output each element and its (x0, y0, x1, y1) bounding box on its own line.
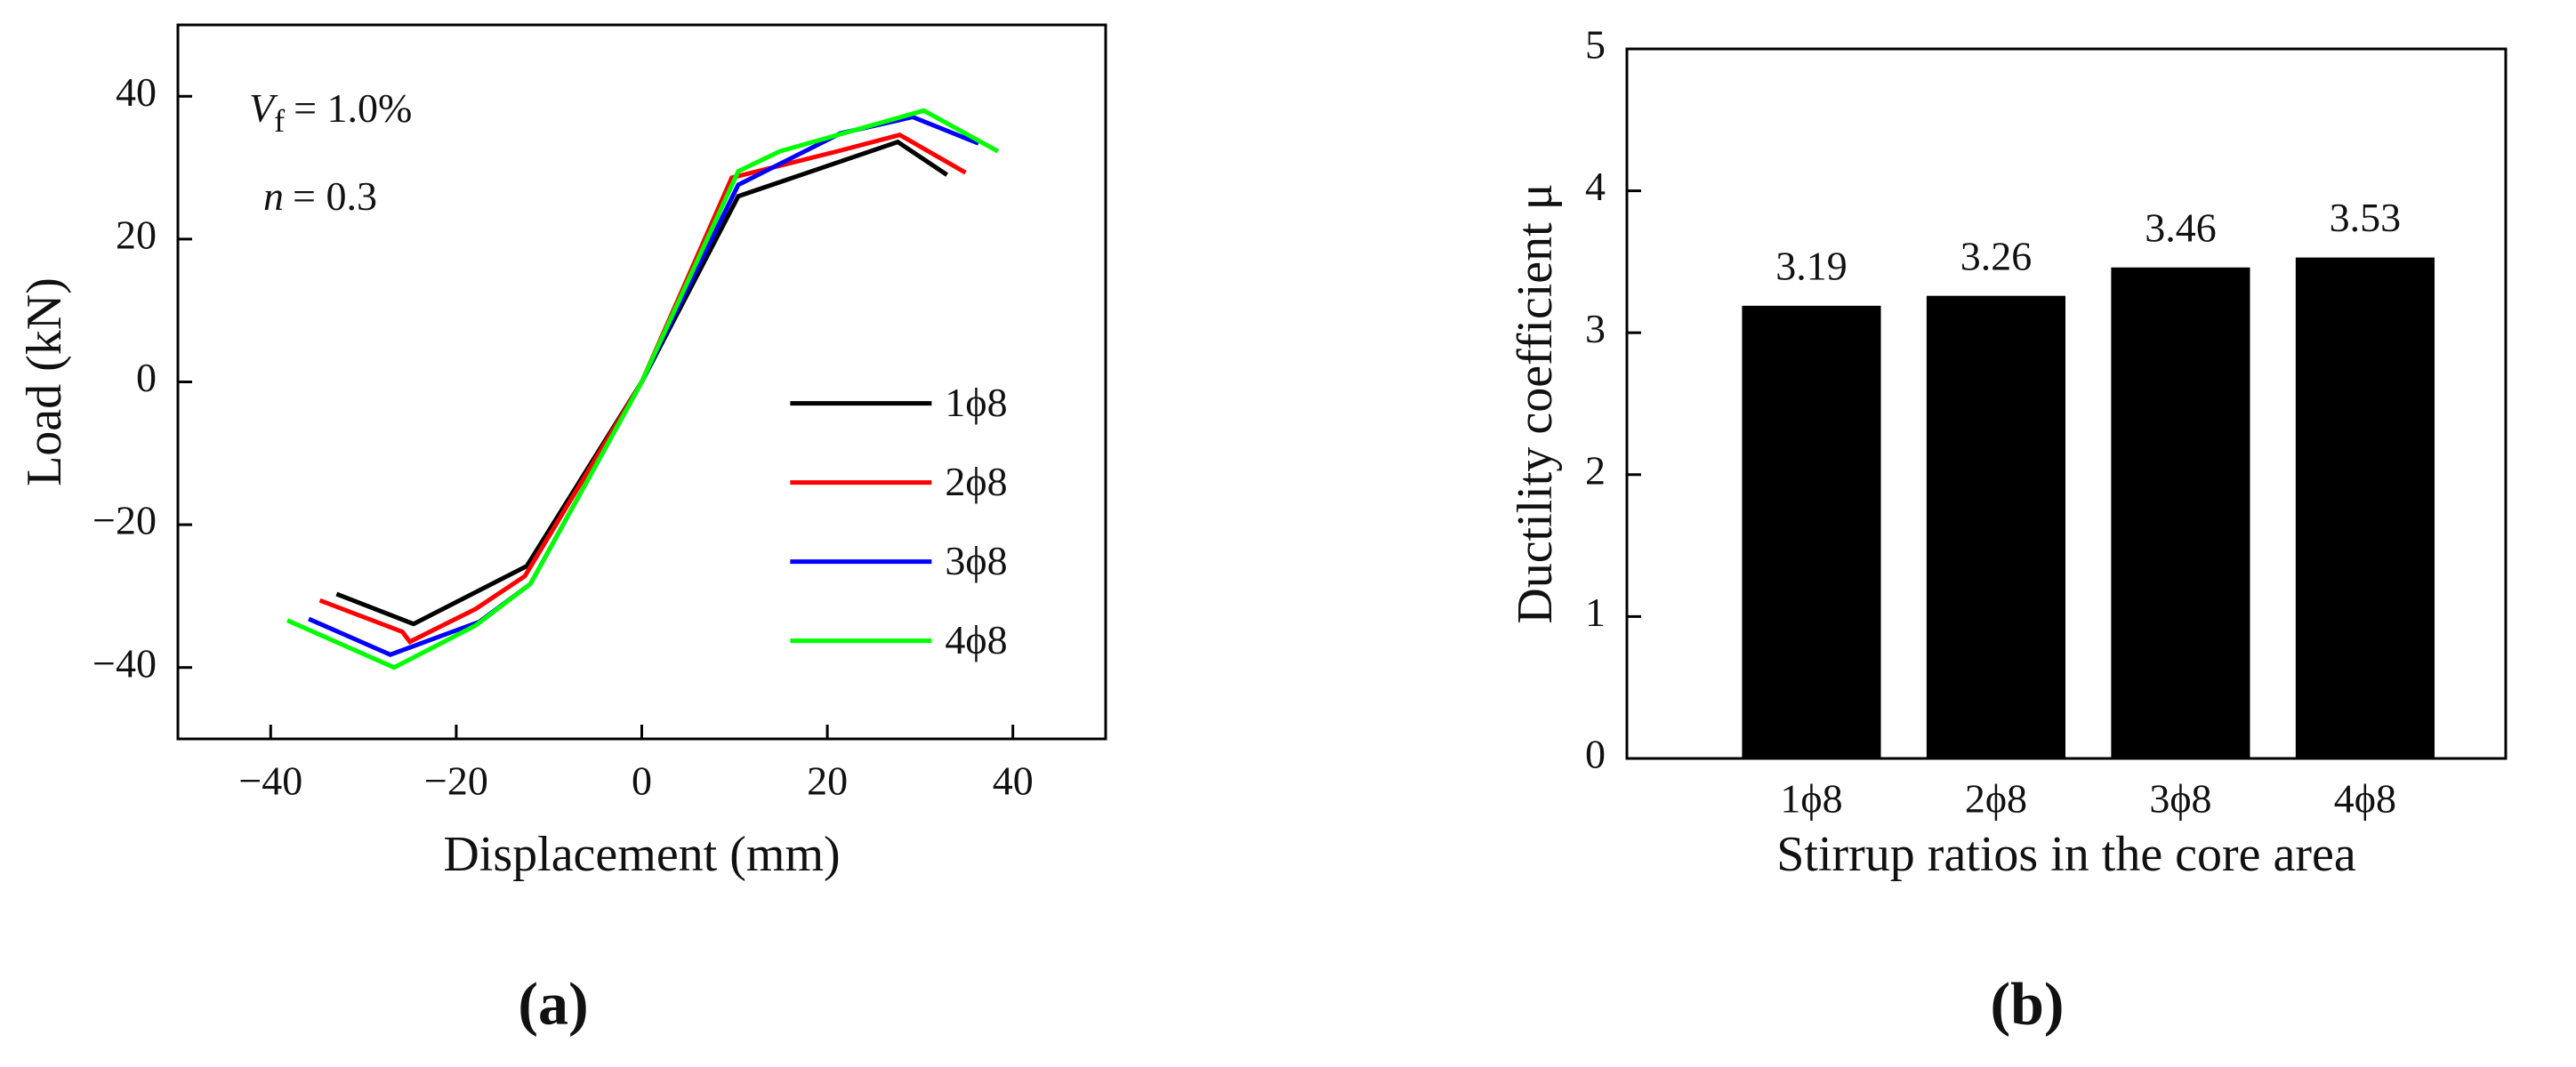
bar-value-label: 3.46 (2145, 205, 2217, 250)
y-axis-title: Load (kN) (17, 277, 72, 486)
chart-panel: −40 −20 0 20 40 −40 −20 0 20 40 1ϕ8 2ϕ8 3ϕ8 4ϕ8 Vf = 1.… (17, 23, 1107, 1038)
bar-value-label: 3.53 (2330, 195, 2402, 240)
x-tick-label: −20 (424, 758, 488, 804)
y-tick-label: 3 (1585, 306, 1606, 351)
data-line (308, 114, 980, 657)
y-tick-label: 2 (1585, 447, 1606, 493)
bar-value-label: 3.26 (1960, 233, 2033, 278)
bar (1926, 295, 2066, 759)
annotation: n = 0.3 (263, 173, 377, 219)
x-tick-label: 2ϕ8 (1965, 776, 2027, 822)
x-tick-label: 40 (993, 758, 1034, 804)
x-axis-title: Displacement (mm) (443, 827, 840, 882)
x-tick-label: 4ϕ8 (2334, 776, 2396, 822)
bar (2111, 267, 2250, 758)
bar (2295, 257, 2435, 758)
y-tick-label: 5 (1585, 22, 1606, 68)
x-axis-title: Stirrup ratios in the core area (1776, 827, 2356, 882)
x-tick-label: 1ϕ8 (1780, 776, 1842, 822)
legend-label: 3ϕ8 (945, 538, 1007, 583)
legend-label: 2ϕ8 (945, 459, 1007, 504)
y-tick-label: 1 (1585, 590, 1606, 635)
bar-value-label: 3.19 (1775, 243, 1847, 288)
annotation-subscript: f (274, 103, 285, 139)
chart-panel: 0 1 2 3 4 5 3.19 1ϕ8 3.26 2ϕ8 3.46 3ϕ8 3.53 4ϕ8 Stirru… (1508, 22, 2508, 1038)
legend-label: 4ϕ8 (945, 617, 1007, 662)
panel-label: (b) (1990, 970, 2064, 1038)
y-tick-label: 0 (1585, 732, 1606, 777)
annotation: Vf = 1.0% (249, 85, 412, 140)
legend-label: 1ϕ8 (945, 380, 1007, 425)
data-line (286, 108, 1000, 670)
y-tick-label: 0 (136, 355, 157, 400)
y-tick-label: 40 (116, 69, 157, 115)
data-line (318, 132, 967, 645)
y-axis-title: Ductility coefficient μ (1508, 183, 1563, 624)
panel-label: (a) (518, 970, 588, 1038)
x-tick-label: 3ϕ8 (2149, 776, 2211, 822)
x-tick-label: 20 (807, 758, 848, 804)
y-tick-label: 4 (1585, 164, 1606, 209)
annotation-symbol: n (263, 173, 284, 219)
y-tick-label: −40 (93, 640, 157, 686)
annotation-text: = 0.3 (293, 173, 377, 219)
annotation-symbol: V (249, 85, 278, 131)
x-tick-label: 0 (632, 758, 652, 804)
annotation-text: = 1.0% (294, 85, 412, 131)
bar (1742, 305, 1881, 758)
plot-frame (1625, 47, 2508, 760)
y-tick-label: −20 (93, 498, 157, 543)
x-tick-label: −40 (238, 758, 302, 804)
y-tick-label: 20 (116, 212, 157, 257)
